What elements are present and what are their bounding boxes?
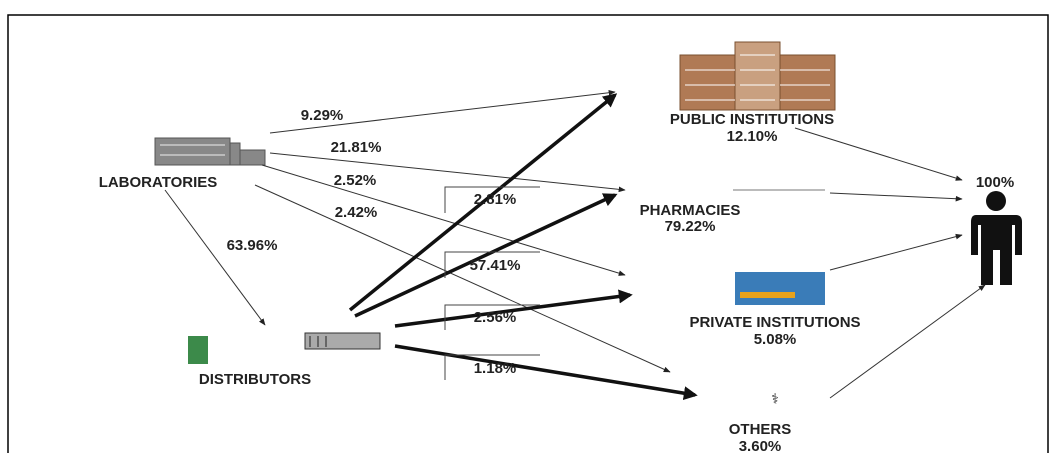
node-label: OTHERS	[729, 421, 792, 438]
flow-arrows	[165, 92, 985, 398]
node-label: LABORATORIES	[99, 174, 218, 191]
flow-label: 57.41%	[470, 257, 521, 274]
others-icon: ⚕	[771, 391, 779, 407]
node-share: 100%	[976, 174, 1014, 191]
node-label: DISTRIBUTORS	[199, 371, 311, 388]
node-label: PRIVATE INSTITUTIONS	[689, 314, 860, 331]
node-share: 12.10%	[727, 128, 778, 145]
laboratories-icon	[155, 138, 265, 165]
flow-label: 21.81%	[331, 139, 382, 156]
flow-label: 2.42%	[335, 204, 378, 221]
page: {"nodes": [ {"label": "LABORATORIES"}, {…	[0, 0, 1056, 453]
flow-label: 2.56%	[474, 309, 517, 326]
node-share: 79.22%	[665, 218, 716, 235]
flow-label: 9.29%	[301, 107, 344, 124]
node-label: PUBLIC INSTITUTIONS	[670, 111, 834, 128]
flow-label: 2.81%	[474, 191, 517, 208]
node-label: PHARMACIES	[640, 202, 741, 219]
node-share: 5.08%	[754, 331, 797, 348]
public-institutions-icon	[680, 42, 835, 110]
distributors-icon	[188, 333, 380, 364]
flow-label: 1.18%	[474, 360, 517, 377]
person-icon	[971, 191, 1022, 285]
node-share: 3.60%	[739, 438, 782, 453]
flow-label: 2.52%	[334, 172, 377, 189]
diagram: ⚕ LABORATORIES DISTRIBUTORS PUBLIC INSTI…	[0, 0, 1056, 453]
flow-label: 63.96%	[227, 237, 278, 254]
private-institutions-icon	[735, 272, 825, 305]
